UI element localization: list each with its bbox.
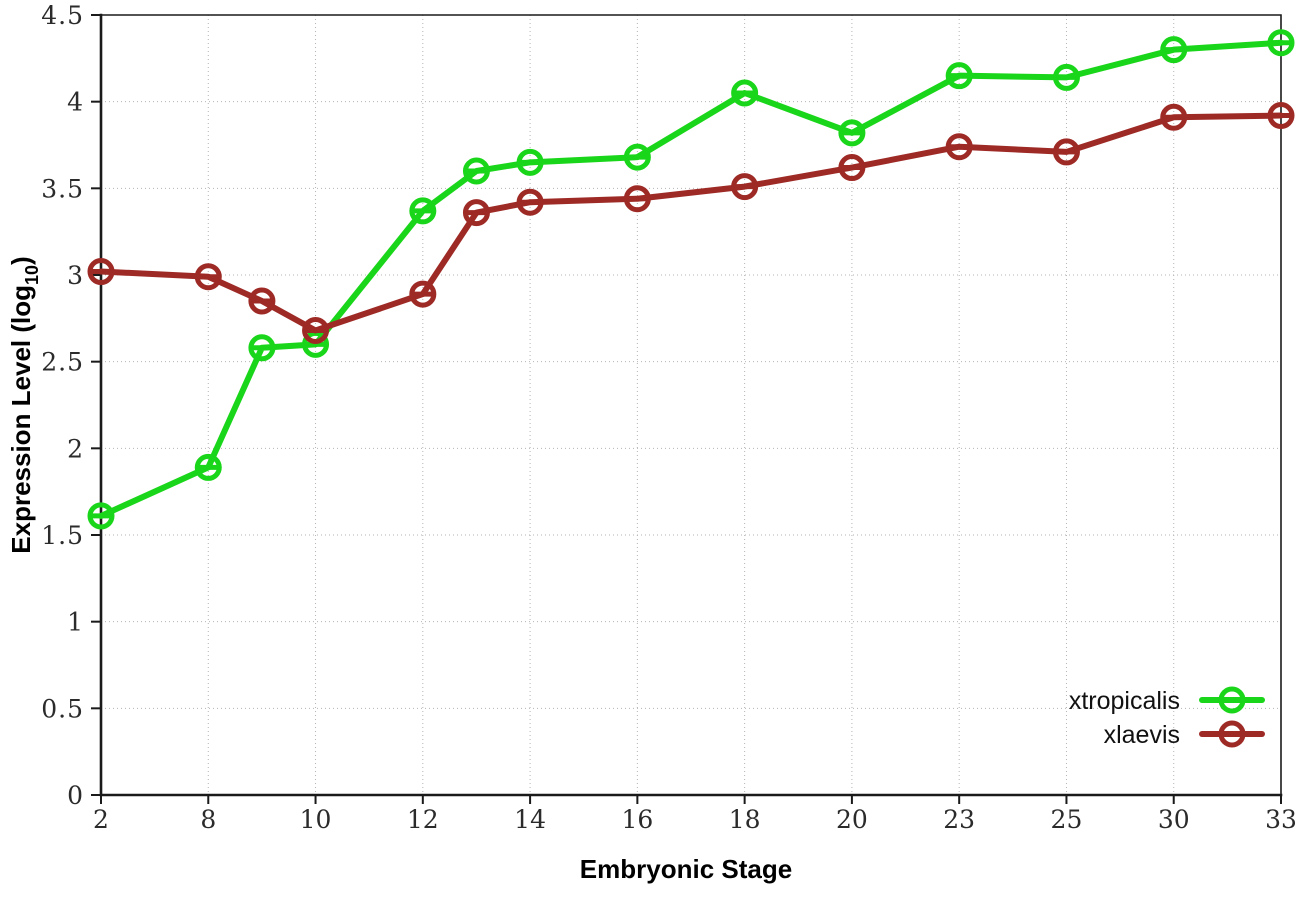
data-point xyxy=(248,334,276,362)
tick-marks xyxy=(91,14,1282,804)
legend-marker xyxy=(1218,686,1246,714)
x-axis-tick-labels: 2 8 10 12 14 16 18 20 23 25 30 33 xyxy=(93,805,1296,834)
data-point xyxy=(87,258,115,286)
data-point xyxy=(194,263,222,291)
legend-entry[interactable]: xtropicalis xyxy=(1069,686,1265,715)
y-axis-tick-labels: 0 0.5 1 1.5 2 2.5 3 3.5 4 4.5 xyxy=(41,1,84,810)
x-tick-label: 2 xyxy=(93,805,109,834)
data-point xyxy=(623,143,651,171)
y-axis-title-close: ) xyxy=(6,256,36,265)
data-point xyxy=(516,188,544,216)
data-point xyxy=(945,62,973,90)
y-tick-label: 1.5 xyxy=(41,521,84,550)
series-xlaevis xyxy=(87,102,1295,344)
legend-label: xlaevis xyxy=(1104,721,1180,749)
x-tick-label: 10 xyxy=(300,805,332,834)
gridlines xyxy=(101,15,1281,795)
data-point xyxy=(731,79,759,107)
legend-marker xyxy=(1218,720,1246,748)
data-point xyxy=(1052,63,1080,91)
y-tick-label: 3 xyxy=(67,261,84,290)
legend-label: xtropicalis xyxy=(1069,687,1180,715)
y-tick-label: 2.5 xyxy=(41,348,84,377)
data-point xyxy=(462,199,490,227)
y-tick-label: 0 xyxy=(67,781,84,810)
data-point xyxy=(623,185,651,213)
data-point xyxy=(409,197,437,225)
data-point xyxy=(1160,103,1188,131)
plot-border-top-right xyxy=(101,14,1282,795)
data-point xyxy=(409,280,437,308)
x-tick-label: 16 xyxy=(621,805,653,834)
x-tick-label: 14 xyxy=(514,805,546,834)
y-axis-title-main: Expression Level (log xyxy=(6,285,36,554)
legend-entry[interactable]: xlaevis xyxy=(1104,720,1265,749)
x-tick-label: 12 xyxy=(407,805,439,834)
data-point xyxy=(516,148,544,176)
y-tick-label: 1 xyxy=(67,608,84,637)
y-axis-title-subscript: 10 xyxy=(22,265,42,285)
data-point xyxy=(838,154,866,182)
data-point xyxy=(302,316,330,344)
series-xtropicalis xyxy=(87,29,1295,530)
data-series xyxy=(87,29,1295,530)
data-point xyxy=(1267,102,1295,130)
chart-legend: xtropicalis xlaevis xyxy=(1069,686,1265,749)
y-tick-label: 0.5 xyxy=(41,694,84,723)
x-tick-label: 33 xyxy=(1265,805,1296,834)
y-tick-label: 4.5 xyxy=(41,1,84,30)
svg-text:Expression Level (log10): Expression Level (log10) xyxy=(6,256,42,553)
data-point xyxy=(87,502,115,530)
data-point xyxy=(1160,36,1188,64)
x-tick-label: 18 xyxy=(729,805,761,834)
data-point xyxy=(731,173,759,201)
data-point xyxy=(462,157,490,185)
data-point xyxy=(945,133,973,161)
x-tick-label: 8 xyxy=(200,805,216,834)
data-point xyxy=(1267,29,1295,57)
data-point xyxy=(838,119,866,147)
x-tick-label: 25 xyxy=(1051,805,1083,834)
data-point xyxy=(194,453,222,481)
y-axis-title: Expression Level (log10) xyxy=(6,256,42,553)
x-tick-label: 20 xyxy=(836,805,868,834)
data-point xyxy=(248,287,276,315)
x-tick-label: 30 xyxy=(1158,805,1190,834)
y-tick-label: 4 xyxy=(67,88,84,117)
y-tick-label: 3.5 xyxy=(41,174,84,203)
y-tick-label: 2 xyxy=(67,434,84,463)
x-axis-title: Embryonic Stage xyxy=(580,854,792,884)
x-tick-label: 23 xyxy=(943,805,975,834)
data-point xyxy=(1052,138,1080,166)
